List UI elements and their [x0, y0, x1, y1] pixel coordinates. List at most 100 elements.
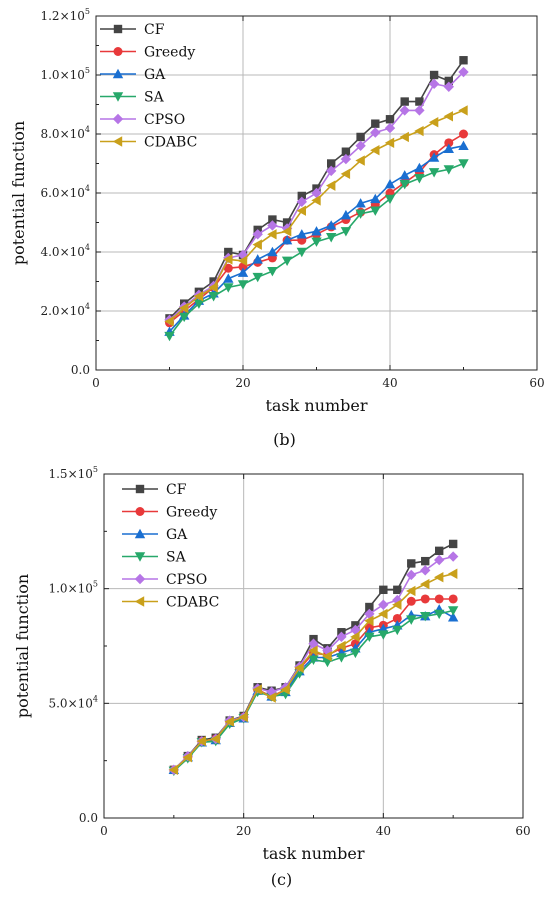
x-tick-label: 20: [235, 376, 250, 390]
y-tick-mantissa: 5.0×10: [48, 696, 92, 710]
data-point-cdabc: [294, 662, 304, 673]
data-point-ga: [355, 198, 366, 208]
data-point-cdabc: [280, 684, 290, 695]
legend: CF Greedy GA SA CPSO CDABC: [100, 22, 197, 151]
legend-label: Greedy: [166, 505, 217, 521]
y-tick-mantissa: 4.0×10: [40, 245, 84, 259]
data-point-cdabc: [208, 282, 218, 293]
data-point-sa: [252, 272, 263, 283]
data-point-cdabc: [224, 716, 234, 727]
y-tick-mantissa: 1.2×10: [40, 9, 84, 23]
data-point-cf: [429, 70, 439, 80]
data-point-cf: [407, 559, 416, 568]
data-point-sa: [370, 206, 381, 216]
data-point-sa: [281, 256, 293, 267]
data-point-cdabc: [428, 117, 439, 128]
data-point-cf: [444, 76, 453, 86]
data-point-cf: [448, 539, 458, 549]
data-point-sa: [392, 625, 403, 636]
data-point-cdabc: [267, 229, 277, 240]
data-point-cdabc: [238, 711, 248, 723]
data-point-cdabc: [168, 764, 179, 776]
data-point-cpso: [420, 565, 431, 576]
x-tick-label: 20: [236, 824, 251, 838]
y-tick-label: 0.0: [71, 363, 90, 377]
legend-marker: [134, 528, 146, 539]
data-point-cf: [379, 585, 388, 595]
data-point-cdabc: [364, 615, 374, 626]
data-point-cdabc: [164, 316, 174, 327]
data-point-cf: [435, 546, 444, 556]
data-point-sa: [336, 653, 347, 663]
x-tick-label: 40: [376, 824, 391, 838]
legend-marker: [134, 552, 146, 562]
data-point-ga: [296, 229, 307, 239]
data-point-cdabc: [281, 226, 292, 237]
data-point-greedy: [420, 594, 430, 604]
data-point-greedy: [444, 138, 454, 148]
data-point-ga: [414, 162, 425, 173]
data-point-sa: [384, 194, 396, 205]
data-point-sa: [308, 655, 319, 665]
x-tick-label: 0: [100, 824, 108, 838]
data-point-cpso: [266, 686, 277, 698]
data-point-cdabc: [420, 578, 430, 590]
data-point-sa: [428, 168, 440, 178]
y-tick-exponent: 5: [85, 66, 90, 75]
series-ga: [164, 140, 469, 336]
data-point-cpso: [311, 187, 322, 199]
y-tick-label: 1.5×105: [48, 465, 98, 481]
legend: CF Greedy GA SA CPSO CDABC: [122, 482, 219, 611]
data-point-sa: [193, 299, 205, 309]
data-point-cf: [415, 97, 424, 106]
data-point-cf: [365, 602, 374, 612]
legend-marker: [112, 92, 124, 102]
data-point-sa: [378, 630, 389, 640]
data-point-cf: [371, 119, 380, 128]
y-tick-label: 1.2×105: [40, 7, 90, 23]
data-point-sa: [311, 237, 322, 247]
x-tick-label: 40: [382, 376, 397, 390]
data-point-greedy: [434, 594, 444, 604]
data-point-cdabc: [406, 585, 416, 597]
data-point-cpso: [378, 599, 389, 610]
data-point-cf: [341, 147, 351, 156]
data-point-cdabc: [447, 568, 458, 579]
data-point-cf: [421, 556, 430, 566]
y-axis-label: potential function: [9, 121, 28, 265]
data-point-cpso: [355, 140, 366, 151]
data-point-greedy: [392, 613, 402, 623]
y-tick-mantissa: 6.0×10: [40, 186, 84, 200]
data-point-cdabc: [340, 168, 351, 180]
y-tick-mantissa: 1.0×10: [48, 582, 92, 596]
data-point-cdabc: [326, 180, 336, 191]
y-tick-exponent: 5: [93, 465, 98, 474]
legend-marker: [113, 24, 123, 34]
data-point-sa: [164, 331, 175, 342]
panel-label: (c): [271, 870, 292, 889]
data-point-cdabc: [196, 735, 206, 747]
data-point-cdabc: [266, 692, 276, 703]
data-point-cdabc: [399, 131, 409, 143]
data-point-cf: [356, 132, 365, 142]
data-point-sa: [296, 247, 307, 258]
y-tick-exponent: 5: [85, 7, 90, 16]
data-point-greedy: [459, 129, 468, 139]
data-point-cpso: [370, 127, 381, 138]
legend-label: SA: [144, 90, 165, 106]
x-tick-label: 0: [92, 376, 100, 390]
legend-marker: [134, 573, 146, 585]
data-point-cf: [393, 585, 402, 595]
data-point-cpso: [447, 551, 459, 562]
data-point-cf: [282, 218, 292, 227]
data-point-sa: [443, 165, 454, 175]
data-point-cpso: [428, 78, 440, 90]
legend-marker: [112, 113, 124, 125]
data-point-cdabc: [458, 105, 468, 116]
data-point-cdabc: [223, 254, 233, 265]
data-point-cdabc: [322, 651, 332, 662]
data-point-sa: [179, 312, 190, 323]
y-tick-mantissa: 2.0×10: [40, 304, 84, 318]
